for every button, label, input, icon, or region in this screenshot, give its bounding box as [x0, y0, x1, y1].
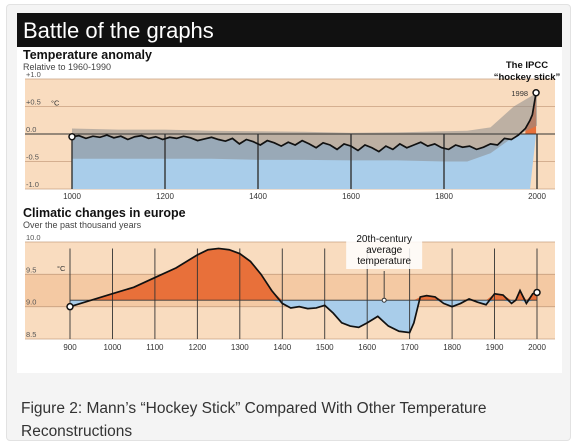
unit-label: °C [51, 99, 60, 108]
start-marker [68, 133, 76, 141]
chart-title: Temperature anomaly [23, 48, 152, 62]
x-tick-label: 2000 [528, 192, 546, 201]
average-annotation: average [366, 245, 403, 256]
figure-header [17, 13, 562, 47]
x-tick-label: 2000 [528, 343, 546, 352]
chart-subtitle: Relative to 1960-1990 [23, 62, 111, 72]
y-tick-label: -1.0 [26, 180, 39, 189]
x-tick-label: 1600 [358, 343, 376, 352]
annotation-background [346, 231, 423, 269]
figure-caption: Figure 2: Mann’s “Hockey Stick” Compared… [21, 400, 487, 440]
y-tick-label: +1.0 [26, 70, 41, 79]
y-tick-label: 0.0 [26, 125, 36, 134]
x-tick-label: 1400 [273, 343, 291, 352]
europe-temperature-line [69, 247, 538, 334]
figure-image: Battle of the graphs +1.0 +0.5 0.0 -0.5 -1.0… [17, 13, 562, 373]
x-tick-label: 1200 [188, 343, 206, 352]
temperature-anomaly-chart: +1.0 +0.5 0.0 -0.5 -1.0 °C 1000 1200 1400 1600 180… [23, 48, 561, 201]
warm-area-fill [70, 248, 537, 301]
uncertainty-band [72, 92, 537, 162]
ipcc-annotation: The IPCC [506, 60, 548, 71]
x-tick-label: 1000 [63, 192, 81, 201]
end-marker [532, 89, 540, 97]
chart-title: Climatic changes in europe [23, 206, 186, 220]
y-tick-label: 9.5 [26, 265, 36, 274]
x-tick-label: 1200 [156, 192, 174, 201]
x-tick-label: 900 [63, 343, 77, 352]
y-tick-label: 10.0 [26, 233, 41, 242]
end-marker [533, 288, 541, 297]
marker-label: 1998 [511, 89, 528, 98]
average-annotation: 20th-century [356, 234, 412, 245]
y-tick-label: 9.0 [26, 298, 36, 307]
europe-climate-chart: 10.0 9.5 9.0 8.5 °C 900 1000 1100 1200 1300 1400 15… [23, 206, 555, 352]
x-tick-label: 1100 [146, 343, 164, 352]
x-tick-label: 1900 [486, 343, 504, 352]
figure-title: Battle of the graphs [23, 18, 214, 43]
x-tick-label: 1800 [435, 192, 453, 201]
x-tick-label: 1400 [249, 192, 267, 201]
start-marker [66, 302, 74, 311]
y-tick-label: -0.5 [26, 153, 39, 162]
average-annotation: temperature [357, 256, 411, 267]
y-tick-label: +0.5 [26, 98, 41, 107]
x-tick-label: 1000 [104, 343, 122, 352]
x-tick-label: 1700 [401, 343, 419, 352]
chart-subtitle: Over the past thousand years [23, 220, 142, 230]
y-tick-label: 8.5 [26, 330, 36, 339]
x-tick-label: 1500 [316, 343, 334, 352]
x-tick-label: 1800 [443, 343, 461, 352]
annotation-dot [381, 297, 387, 303]
unit-label: °C [57, 264, 66, 273]
figure-frame: Battle of the graphs +1.0 +0.5 0.0 -0.5 -1.0… [6, 4, 571, 441]
cool-area-fill [70, 300, 537, 333]
ipcc-annotation: “hockey stick” [494, 72, 561, 83]
anomaly-line [71, 92, 537, 153]
x-tick-label: 1300 [231, 343, 249, 352]
x-tick-label: 1600 [342, 192, 360, 201]
